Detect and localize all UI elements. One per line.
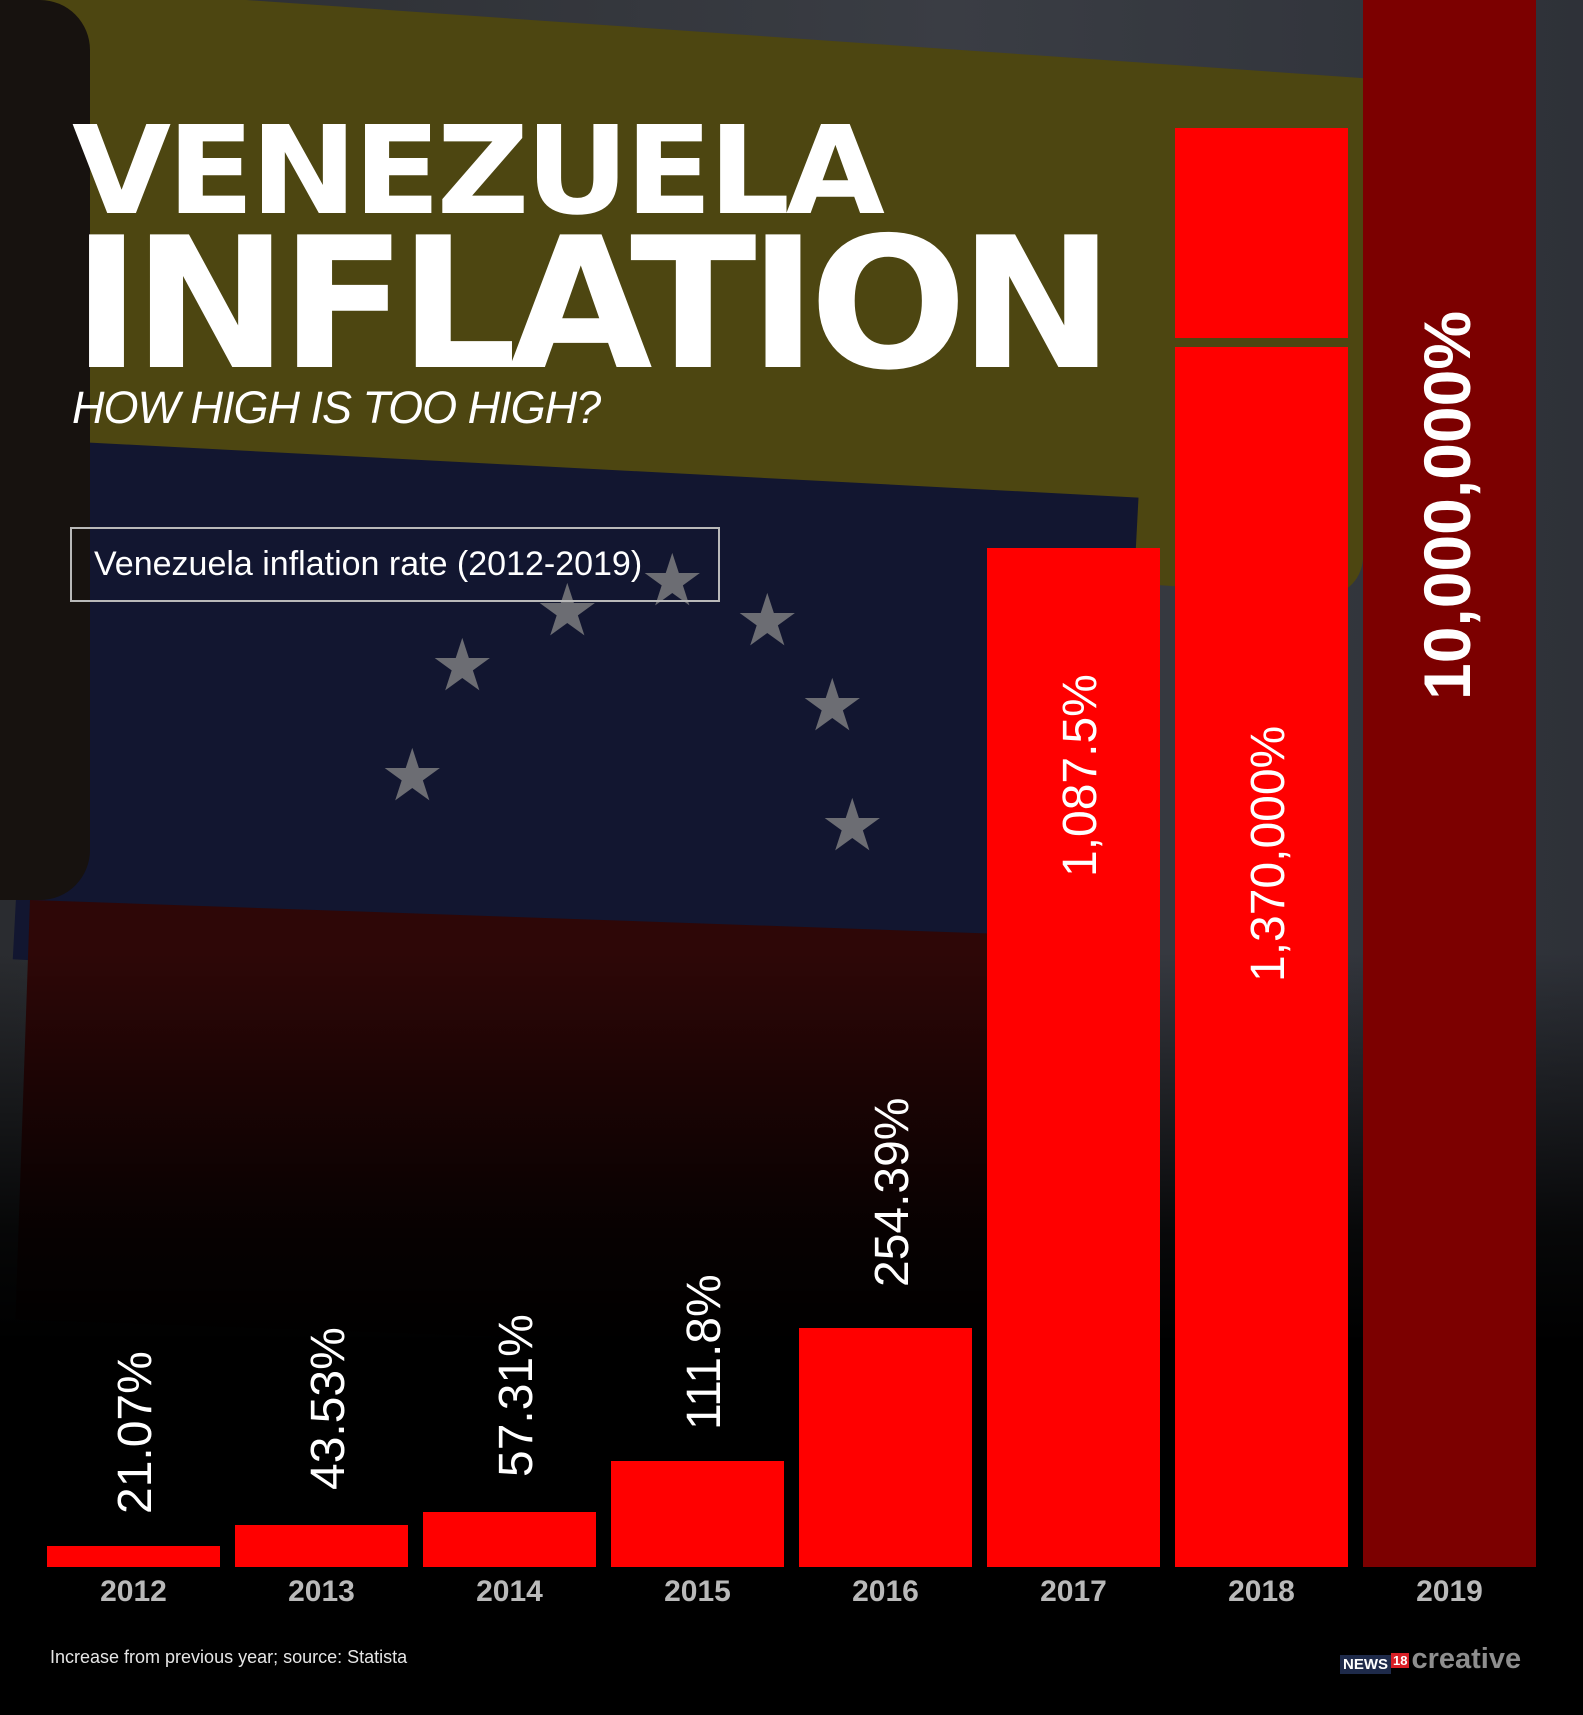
year-label-2018: 2018 [1228, 1575, 1295, 1608]
year-label-2016: 2016 [852, 1575, 919, 1608]
value-label-2014: 57.31% [490, 1314, 543, 1477]
logo-news: NEWS [1340, 1655, 1391, 1674]
news18-creative-logo: NEWS 18 creative [1340, 1645, 1521, 1674]
value-label-2012: 21.07% [109, 1351, 162, 1514]
year-label-2015: 2015 [664, 1575, 731, 1608]
value-label-2016: 254.39% [866, 1097, 919, 1288]
bar-2015 [611, 1461, 784, 1567]
year-label-2014: 2014 [476, 1575, 543, 1608]
legend-label: Venezuela inflation rate (2012-2019) [94, 545, 643, 583]
logo-creative: creative [1411, 1643, 1522, 1675]
value-label-2018: 1,370,000% [1242, 725, 1295, 982]
title-line-1: VENEZUELA [72, 100, 885, 242]
year-label-2019: 2019 [1416, 1575, 1483, 1608]
bar-2012 [47, 1546, 220, 1567]
year-label-2012: 2012 [100, 1575, 167, 1608]
year-label-2013: 2013 [288, 1575, 355, 1608]
bar-2018-upper [1175, 128, 1348, 338]
bar-2018-lower [1175, 347, 1348, 1567]
logo-18-badge: 18 [1391, 1653, 1410, 1668]
value-label-2015: 111.8% [678, 1274, 731, 1430]
legend-box: Venezuela inflation rate (2012-2019) [70, 527, 720, 602]
value-label-2019: 10,000,000% [1410, 310, 1484, 700]
bar-2014 [423, 1512, 596, 1567]
bar-2017 [987, 548, 1160, 1567]
title-line-2: INFLATION [72, 198, 1114, 410]
bar-2016 [799, 1328, 972, 1567]
source-note: Increase from previous year; source: Sta… [50, 1647, 408, 1667]
year-label-2017: 2017 [1040, 1575, 1107, 1608]
subtitle: HOW HIGH IS TOO HIGH? [72, 382, 601, 433]
value-label-2017: 1,087.5% [1054, 674, 1107, 877]
bar-2013 [235, 1525, 408, 1567]
bar-2019 [1363, 0, 1536, 1567]
value-label-2013: 43.53% [302, 1327, 355, 1490]
